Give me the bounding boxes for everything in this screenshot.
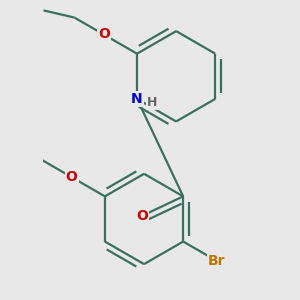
Text: H: H <box>147 96 158 109</box>
Text: O: O <box>136 209 148 223</box>
Text: Br: Br <box>208 254 225 268</box>
Text: O: O <box>66 170 78 184</box>
Text: O: O <box>98 28 110 41</box>
Text: N: N <box>131 92 143 106</box>
